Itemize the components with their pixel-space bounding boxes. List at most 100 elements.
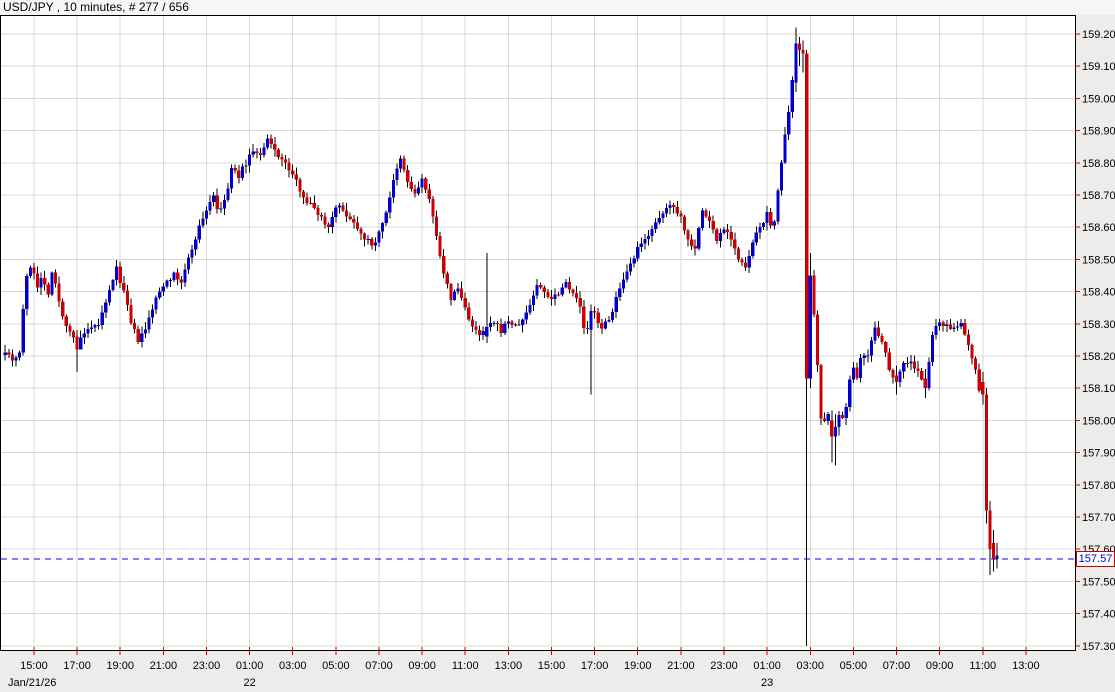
candle-down [431, 198, 435, 217]
candle-down [973, 358, 978, 370]
candle-down [125, 290, 129, 305]
candle-down [686, 230, 690, 240]
candle-down [132, 323, 137, 329]
time-axis-label: 23:00 [710, 660, 738, 672]
candle-down [743, 262, 748, 268]
candle-down [287, 162, 291, 171]
candle-down [916, 368, 920, 372]
candle-down [46, 284, 50, 295]
candle-down [941, 322, 945, 327]
candle-up [79, 337, 83, 350]
candle-up [535, 284, 539, 296]
candle-down [855, 367, 859, 378]
candle-up [337, 205, 342, 208]
candle-down [812, 275, 816, 315]
candle-down [409, 182, 413, 189]
candle-down [359, 229, 363, 234]
candle-up [201, 218, 205, 226]
candle-up [650, 229, 654, 237]
plot-background [1, 15, 1075, 651]
candle-up [610, 311, 615, 321]
candle-down [273, 143, 277, 150]
price-axis-label: 157.70 [1082, 512, 1115, 524]
candle-up [787, 112, 791, 135]
candle-up [826, 414, 830, 421]
candle-down [298, 179, 302, 192]
candle-up [86, 329, 90, 334]
candle-up [521, 319, 525, 326]
candle-down [255, 151, 259, 153]
candle-up [100, 312, 104, 325]
candle-up [718, 233, 723, 241]
candle-up [927, 362, 931, 389]
candle-up [697, 227, 701, 249]
candle-down [542, 287, 546, 293]
candle-up [765, 212, 769, 224]
candle-up [783, 134, 787, 163]
time-axis: 15:00 17:00 19:00 21:00 23:00 01:00 03:00 05:00… [20, 647, 1040, 672]
candle-up [377, 231, 381, 243]
candle-down [819, 365, 823, 419]
candle-up [488, 323, 492, 328]
candle-up [265, 138, 270, 148]
candle-down [708, 216, 712, 221]
candle-up [952, 327, 956, 329]
candle-up [747, 256, 751, 268]
candle-down [920, 371, 924, 380]
candle-up [873, 327, 877, 341]
candle-down [355, 222, 360, 230]
candle-down [309, 202, 313, 204]
candle-down [341, 205, 345, 211]
candle-down [463, 297, 467, 308]
candle-down [64, 316, 68, 326]
candle-down [715, 229, 719, 241]
candle-up [902, 363, 906, 372]
price-axis-label: 157.40 [1082, 609, 1115, 621]
date-label: 23 [761, 677, 773, 689]
candle-up [625, 271, 629, 280]
candle-down [823, 418, 827, 421]
candle-down [596, 312, 600, 324]
price-axis-label: 159.00 [1082, 93, 1115, 105]
candle-down [53, 272, 58, 284]
time-axis-label: 13:00 [495, 660, 523, 672]
candle-down [575, 292, 579, 299]
candle-up [664, 208, 669, 214]
price-axis-label: 158.50 [1082, 254, 1115, 266]
candle-down [427, 189, 431, 199]
candle-down [682, 216, 687, 231]
candle-up [995, 555, 999, 559]
time-axis-label: 21:00 [150, 660, 178, 672]
candle-down [470, 319, 475, 327]
candle-down [582, 306, 586, 328]
price-axis-label: 157.80 [1082, 480, 1115, 492]
candle-up [632, 258, 636, 264]
candle-down [316, 208, 320, 216]
candle-up [380, 223, 385, 232]
candle-up [646, 236, 651, 239]
candle-down [233, 168, 237, 171]
time-axis-label: 09:00 [926, 660, 954, 672]
candle-up [373, 242, 377, 246]
candle-down [876, 327, 881, 336]
candle-up [959, 322, 963, 327]
candle-down [305, 197, 309, 203]
candle-down [136, 328, 140, 342]
date-axis: Jan/21/26 22 23 [8, 677, 773, 689]
candle-up [858, 358, 863, 378]
candle-down [567, 282, 572, 290]
candle-up [384, 212, 388, 224]
candle-up [833, 426, 838, 437]
time-axis-label: 01:00 [753, 660, 781, 672]
candle-down [291, 170, 295, 175]
candle-down [970, 344, 974, 359]
candle-up [204, 210, 209, 219]
time-axis-label: 19:00 [624, 660, 652, 672]
time-axis-label: 17:00 [63, 660, 91, 672]
candle-down [797, 43, 802, 51]
candle-down [571, 289, 575, 293]
candle-down [948, 324, 953, 329]
candle-down [517, 324, 521, 326]
